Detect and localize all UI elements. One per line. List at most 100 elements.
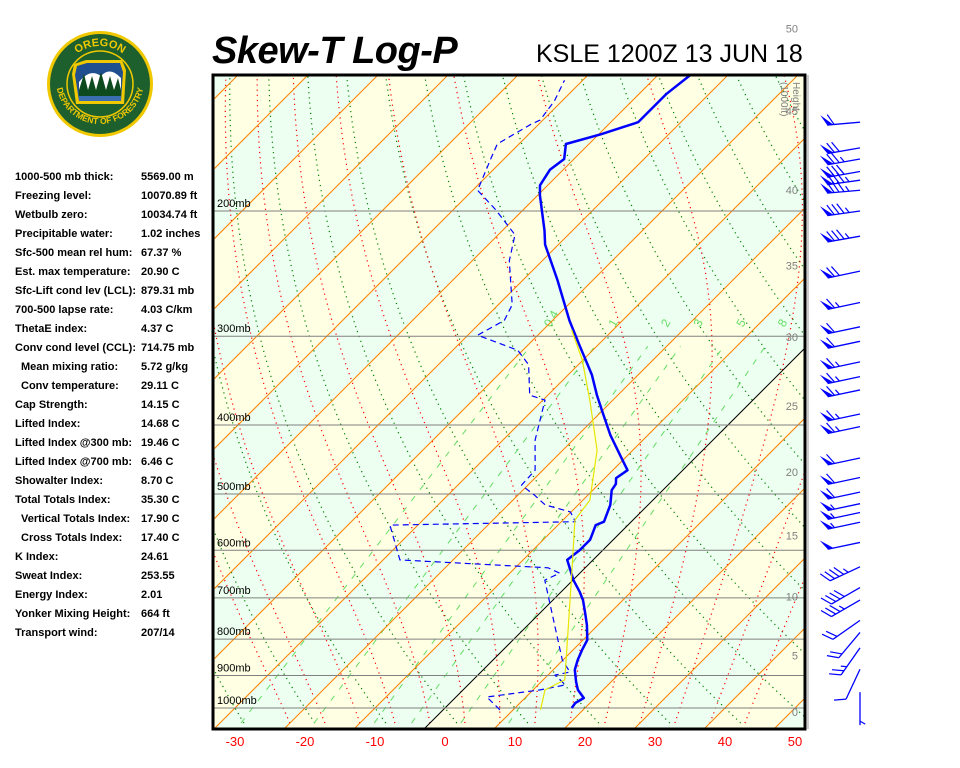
stat-label: Sweat Index: bbox=[15, 570, 83, 582]
stat-row: ThetaE index: 4.37 C bbox=[15, 321, 215, 340]
wind-barb-half-feather bbox=[834, 302, 840, 308]
isotherm bbox=[213, 75, 729, 591]
stat-value: 14.15 C bbox=[141, 399, 180, 411]
wind-barb-pennant bbox=[819, 501, 834, 511]
wind-barb-feather bbox=[831, 141, 840, 152]
height-tick-label: 20 bbox=[786, 467, 798, 479]
wind-barb-feather bbox=[826, 182, 835, 193]
wind-barb-feather bbox=[829, 604, 841, 613]
plot-frame bbox=[211, 73, 807, 731]
wind-barb-staff bbox=[840, 647, 861, 676]
stat-value: 29.11 C bbox=[141, 380, 179, 392]
wind-barb-half-feather bbox=[834, 413, 840, 419]
wind-barb-pennant bbox=[819, 144, 834, 154]
stat-row: Showalter Index: 8.70 C bbox=[15, 473, 215, 492]
dry-adiabat bbox=[803, 53, 960, 723]
wind-barb-pennant bbox=[819, 510, 834, 520]
isotherm bbox=[213, 75, 519, 381]
wind-barb-feather bbox=[836, 229, 845, 240]
isobar-label: 500mb bbox=[217, 481, 251, 493]
stat-row: Energy Index: 2.01 bbox=[15, 587, 215, 606]
wind-barb-staff bbox=[827, 521, 861, 530]
svg-text:OREGON: OREGON bbox=[72, 37, 127, 56]
stat-label: 1000-500 mb thick: bbox=[15, 171, 114, 183]
wind-barb-feather bbox=[826, 454, 836, 464]
wind-barb-feather bbox=[826, 322, 836, 333]
wind-barb-feather bbox=[826, 298, 836, 309]
wind-barb-half-feather bbox=[830, 504, 836, 510]
wind-barbs bbox=[819, 114, 866, 726]
height-tick-label: 25 bbox=[786, 401, 798, 413]
wind-barb-feather bbox=[831, 204, 840, 215]
wind-barb-feather bbox=[825, 607, 837, 615]
stat-value: 6.46 C bbox=[141, 456, 174, 468]
wind-barb-feather bbox=[819, 573, 831, 582]
isotherm bbox=[633, 557, 805, 729]
isobar-label: 600mb bbox=[217, 537, 251, 549]
wind-barb-pennant bbox=[819, 324, 834, 334]
wind-barb-staff bbox=[827, 147, 861, 155]
stat-value: 714.75 mb bbox=[141, 342, 195, 354]
wind-barb bbox=[820, 181, 861, 194]
wind-barb-feather bbox=[831, 230, 840, 241]
isotherm bbox=[493, 417, 805, 729]
wind-barb bbox=[819, 566, 861, 582]
temperature-tick-label: -10 bbox=[366, 734, 385, 749]
wind-barb-feather bbox=[834, 698, 847, 701]
stat-label: Precipitable water: bbox=[15, 228, 113, 240]
zero-isotherm bbox=[423, 347, 805, 729]
chart-title: Skew-T Log-P bbox=[212, 30, 458, 72]
wind-barb-feather bbox=[836, 164, 845, 175]
isobar-label: 700mb bbox=[217, 585, 251, 597]
wind-barb-pennant bbox=[819, 424, 834, 434]
isotherm bbox=[213, 137, 805, 729]
dewpoint-profile bbox=[389, 80, 576, 711]
stat-row: Precipitable water: 1.02 inches bbox=[15, 226, 215, 245]
wind-barb-feather bbox=[826, 410, 836, 420]
isotherm bbox=[353, 277, 805, 729]
wind-barb-half-feather bbox=[834, 426, 840, 432]
isotherm bbox=[213, 75, 239, 101]
stat-value: 19.46 C bbox=[141, 437, 180, 449]
height-tick-label: 45 bbox=[786, 106, 798, 118]
wind-barb bbox=[819, 203, 861, 217]
stat-label: Lifted Index @700 mb: bbox=[15, 456, 133, 468]
stat-row: Lifted Index @300 mb: 19.46 C bbox=[15, 435, 215, 454]
wind-barb bbox=[829, 647, 861, 676]
wind-barb bbox=[819, 357, 861, 370]
wind-barb bbox=[819, 501, 861, 512]
wind-barb-feather bbox=[825, 630, 838, 637]
wind-barb-half-feather bbox=[840, 665, 847, 668]
temperature-tick-label: 40 bbox=[718, 734, 732, 749]
isotherm bbox=[213, 75, 449, 311]
isotherm bbox=[283, 207, 805, 729]
stat-row: Conv cond level (CCL): 714.75 mb bbox=[15, 340, 215, 359]
stat-value: 207/14 bbox=[141, 627, 175, 639]
wind-barb-staff bbox=[838, 632, 861, 659]
dry-adiabat bbox=[917, 53, 960, 723]
isobar-label: 200mb bbox=[217, 198, 251, 210]
stat-row: Lifted Index @700 mb: 6.46 C bbox=[15, 454, 215, 473]
temperature-band bbox=[213, 75, 238, 100]
moist-adiabat bbox=[709, 469, 805, 724]
stat-value: 24.61 bbox=[141, 551, 169, 563]
temperature-tick-label: 30 bbox=[648, 734, 662, 749]
wind-barb bbox=[819, 337, 861, 349]
dry-adiabat bbox=[956, 53, 960, 723]
height-tick-label: 10 bbox=[786, 591, 798, 603]
wind-barb bbox=[819, 372, 861, 385]
dry-adiabat bbox=[424, 75, 805, 718]
wind-barb-feather bbox=[826, 422, 836, 433]
stat-value: 8.70 C bbox=[141, 475, 174, 487]
wind-barb-half-feather bbox=[844, 233, 850, 239]
wind-barb bbox=[820, 586, 861, 605]
wind-barb bbox=[819, 473, 861, 485]
wind-barb bbox=[819, 488, 861, 500]
wind-barb bbox=[819, 422, 861, 435]
station-time-label: KSLE 1200Z 13 JUN 18 bbox=[536, 40, 803, 68]
wind-barb bbox=[819, 229, 861, 243]
stat-label: Conv temperature: bbox=[21, 380, 119, 392]
stat-value: 1.02 inches bbox=[141, 228, 201, 240]
height-tick-label: 0 bbox=[792, 707, 798, 719]
